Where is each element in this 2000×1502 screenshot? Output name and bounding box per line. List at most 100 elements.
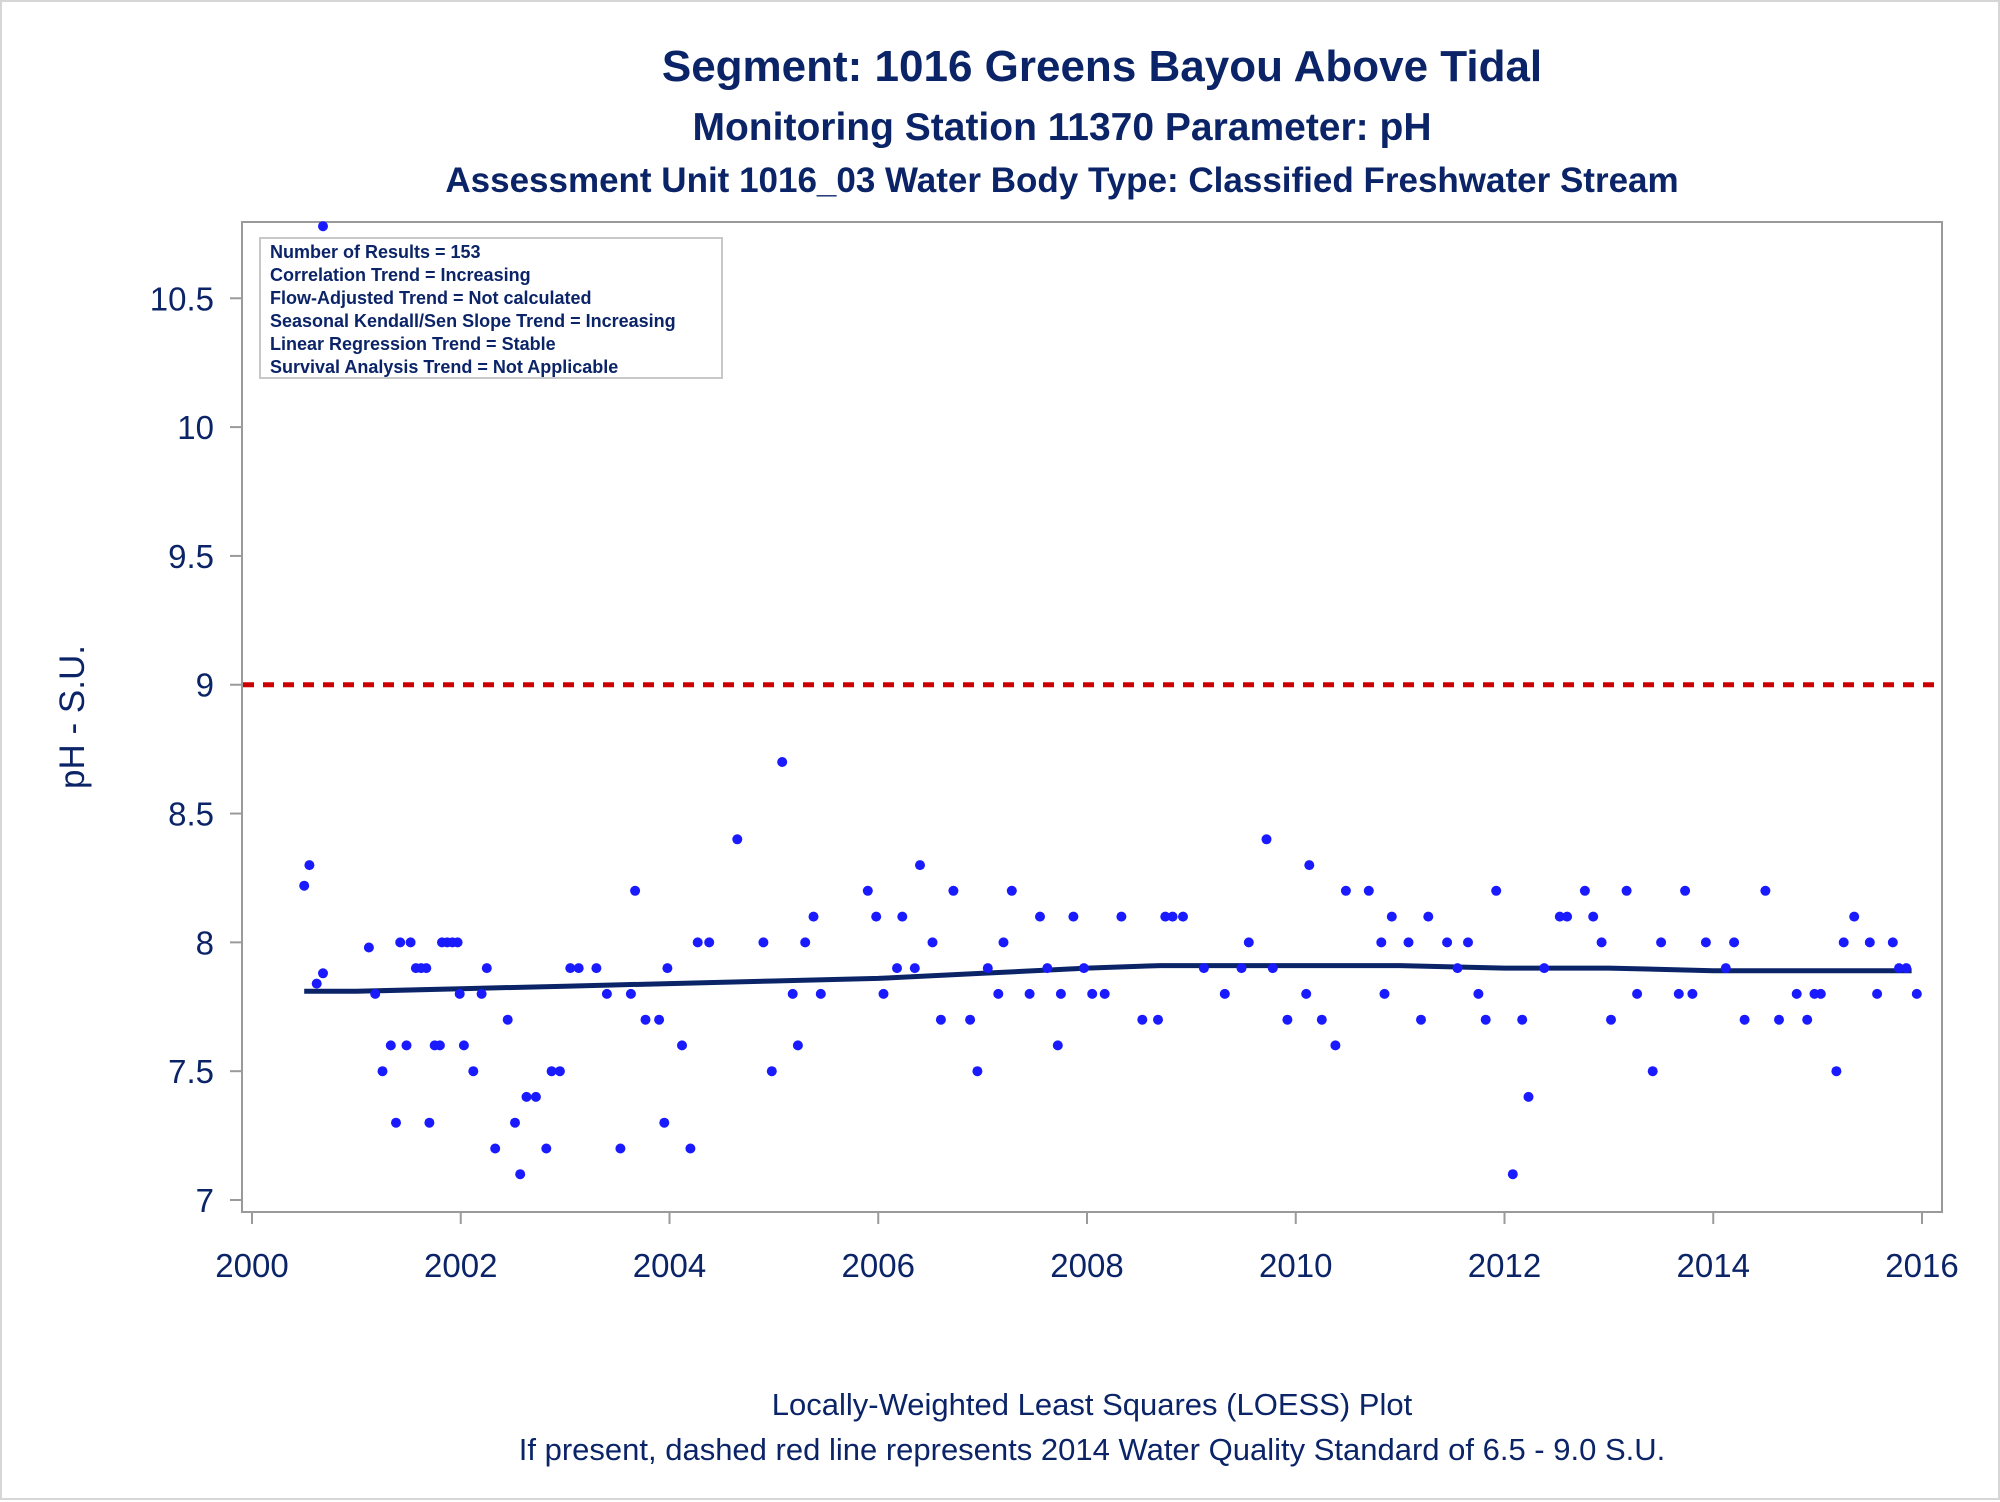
data-point [1606,1014,1616,1025]
data-point [1219,988,1230,999]
data-point [311,978,322,989]
data-point [1423,911,1434,922]
data-point [659,1117,670,1128]
data-point [1901,963,1912,974]
data-point [1632,988,1643,999]
data-point [1588,911,1599,922]
x-tick-label: 2014 [1677,1247,1750,1284]
data-point [370,988,381,999]
data-point [1316,1014,1327,1025]
data-point [892,963,902,974]
y-tick-label: 10 [177,409,214,446]
data-point [401,1040,412,1051]
stats-line-count: Number of Results = 153 [270,242,481,262]
data-point [1052,1040,1063,1051]
data-point [927,937,938,948]
data-point [1864,937,1875,948]
data-point [1379,988,1390,999]
data-point [1887,937,1898,948]
data-point [1729,937,1740,948]
data-point [1442,937,1453,948]
data-point [515,1169,526,1180]
data-point [591,963,602,974]
data-point [1137,1014,1148,1025]
data-point [909,963,920,974]
data-point [1491,885,1502,896]
stats-line-correlation: Correlation Trend = Increasing [270,265,531,285]
data-point [1301,988,1312,999]
data-point [758,937,769,948]
loess-trend-line [304,963,1912,994]
data-point [1006,885,1017,896]
x-axis: 2000 2002 2004 2006 2008 2010 2012 2014 2016 [215,1212,1959,1284]
data-point [1791,988,1802,999]
y-tick-label: 7 [196,1182,214,1219]
data-point [521,1091,532,1102]
data-point [1198,963,1209,974]
x-tick-label: 2010 [1259,1247,1332,1284]
stats-line-survival-analysis: Survival Analysis Trend = Not Applicable [270,357,618,377]
data-point [1831,1066,1842,1077]
x-tick-label: 2016 [1885,1247,1958,1284]
data-point [421,963,432,974]
data-point [878,988,889,999]
data-point [766,1066,777,1077]
y-tick-label: 8 [196,924,214,961]
data-point [654,1014,665,1025]
data-point [1024,988,1035,999]
data-point [1562,911,1573,922]
data-point [1872,988,1883,999]
data-point [777,757,788,767]
y-tick-label: 9.5 [168,538,214,575]
data-point [704,937,715,948]
data-point [601,988,612,999]
data-point [510,1117,520,1128]
data-point [458,1040,469,1051]
data-point [948,885,959,896]
data-point [1099,988,1110,999]
data-point [1507,1169,1518,1180]
data-point [640,1014,651,1025]
data-point [792,1040,803,1051]
data-point [468,1066,479,1077]
x-tick-label: 2000 [215,1247,288,1284]
data-point [1055,988,1066,999]
data-point [965,1014,976,1025]
data-point [405,937,416,948]
data-point [1760,885,1771,896]
data-point [299,880,310,891]
data-point [1473,988,1484,999]
data-point [1802,1014,1813,1025]
data-point [1579,885,1590,896]
data-point [1517,1014,1528,1025]
x-tick-label: 2012 [1468,1247,1541,1284]
data-point [1167,911,1178,922]
data-point [304,860,315,871]
data-point [481,963,492,974]
data-point [1700,937,1711,948]
data-point [998,937,1009,948]
data-point [972,1066,983,1077]
data-point [391,1117,401,1128]
data-point [685,1143,696,1154]
data-point [677,1040,687,1051]
data-point [871,911,882,922]
data-point [615,1143,626,1154]
stats-line-flow-adjusted: Flow-Adjusted Trend = Not calculated [270,288,592,308]
data-point [1523,1091,1534,1102]
plot-area [241,221,1943,1213]
data-point [1554,911,1565,922]
data-point [1849,911,1860,922]
data-point [452,937,463,948]
data-point [815,988,826,999]
data-point [1673,988,1684,999]
data-point [1656,937,1667,948]
data-point [1078,963,1089,974]
data-point [1153,1014,1163,1025]
x-tick-label: 2002 [424,1247,497,1284]
data-point [1068,911,1079,922]
data-point [800,937,811,948]
data-point [554,1066,565,1077]
data-point [1363,885,1374,896]
data-point [1042,963,1053,974]
